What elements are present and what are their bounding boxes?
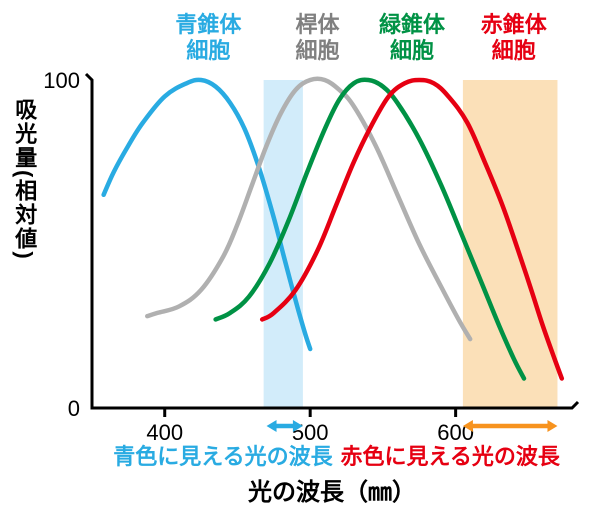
series-label: 細胞 <box>186 38 230 63</box>
series-label: 桿体 <box>295 12 340 37</box>
series-label: 緑錐体 <box>379 12 446 37</box>
series-label: 細胞 <box>390 38 434 63</box>
series-label: 細胞 <box>492 38 536 63</box>
blue-range-label: 青色に見える光の波長 <box>113 444 333 469</box>
arrow-head <box>547 420 557 432</box>
series-label: 青錐体 <box>175 12 242 37</box>
series-label: 赤錐体 <box>481 12 548 37</box>
series-label: 細胞 <box>295 38 339 63</box>
highlight-band <box>264 80 303 408</box>
series-rod <box>147 79 470 339</box>
y-axis-label: 吸光量(相対値) <box>12 98 36 261</box>
chart-svg: 4005006000100青錐体細胞桿体細胞緑錐体細胞赤錐体細胞青色に見える光の… <box>0 0 600 508</box>
highlight-band <box>463 80 558 408</box>
x-axis-label: 光の波長（㎜） <box>247 479 416 506</box>
chart-container: 吸光量(相対値) 4005006000100青錐体細胞桿体細胞緑錐体細胞赤錐体細… <box>0 0 600 508</box>
arrow-head <box>267 420 277 432</box>
red-range-label: 赤色に見える光の波長 <box>341 444 561 469</box>
y-tick-label: 0 <box>68 396 80 421</box>
y-tick-label: 100 <box>43 68 80 93</box>
x-tick-label: 400 <box>146 420 183 445</box>
